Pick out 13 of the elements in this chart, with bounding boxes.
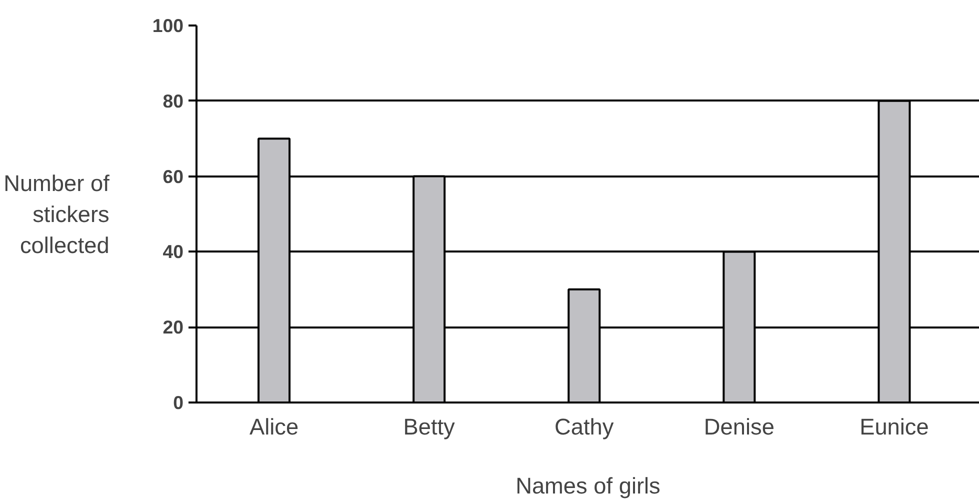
y-tick-label: 60	[162, 166, 184, 187]
x-tick-label: Alice	[249, 414, 299, 440]
x-tick-label: Betty	[403, 414, 456, 440]
x-tick-label: Cathy	[554, 414, 614, 440]
y-tick-label: 80	[162, 90, 184, 112]
x-axis-title: Names of girls	[516, 472, 660, 498]
y-tick-label: 0	[173, 392, 184, 413]
y-axis-title: Number of stickers collected	[4, 170, 110, 258]
x-tick-label: Eunice	[860, 414, 929, 440]
y-tick-label: 40	[162, 241, 184, 262]
x-tick-label: Denise	[704, 414, 774, 440]
y-tick-label: 20	[162, 316, 184, 338]
y-tick-label: 100	[152, 15, 184, 36]
